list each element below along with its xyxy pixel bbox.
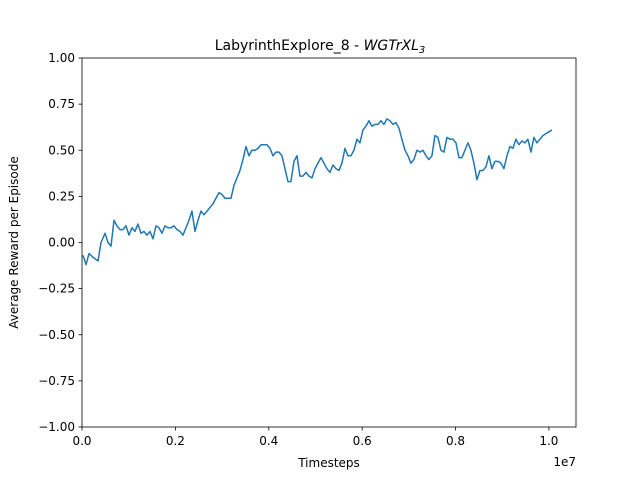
plot-frame [81,57,577,428]
x-tick-label: 0.2 [166,434,185,448]
y-tick-label: −0.75 [38,374,75,388]
y-tick-label: 0.75 [48,97,75,111]
y-axis-label: Average Reward per Episode [7,156,21,328]
y-tick-label: 0.00 [48,236,75,250]
y-tick-label: −1.00 [38,420,75,434]
y-tick-label: 1.00 [48,51,75,65]
x-tick-label: 0.4 [259,434,278,448]
y-tick-label: 0.50 [48,143,75,157]
line-series [82,118,553,266]
title-text: LabyrinthExplore_8 - [215,38,364,54]
y-tick-label: −0.25 [38,282,75,296]
title-italic: WGTrXL [364,38,419,54]
y-tick-label: 0.25 [48,189,75,203]
x-axis-label: Timesteps [297,456,360,470]
chart-title: LabyrinthExplore_8 - WGTrXL3 [215,38,426,56]
x-tick-label: 0.6 [353,434,372,448]
x-tick-label: 1.0 [539,434,558,448]
x-offset-label: 1e7 [553,455,576,469]
x-tick-label: 0.8 [446,434,465,448]
title-subscript: 3 [419,45,425,56]
x-tick-label: 0.0 [72,434,91,448]
y-tick-label: −0.50 [38,328,75,342]
